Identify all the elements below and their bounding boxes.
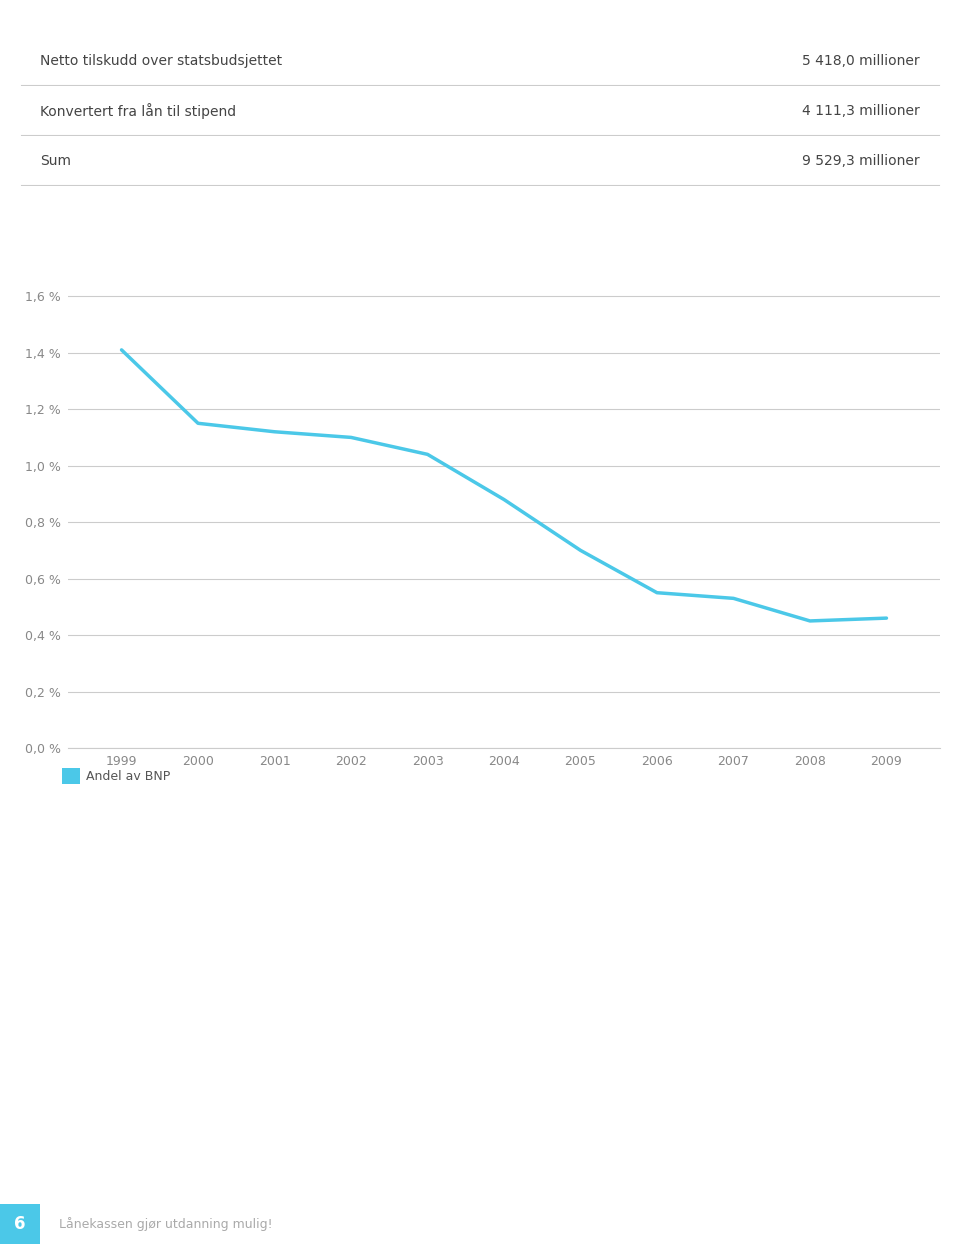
Text: Lånekassen gjør utdanning mulig!: Lånekassen gjør utdanning mulig! (60, 1217, 273, 1232)
Text: 9 529,3 millioner: 9 529,3 millioner (802, 154, 920, 168)
Text: SAMLET KOSTNAD: SAMLET KOSTNAD (21, 10, 172, 25)
Text: 5 418,0 millioner: 5 418,0 millioner (802, 53, 920, 68)
Text: 6: 6 (14, 1215, 26, 1233)
Text: Netto tilskudd over statsbudsjettet: Netto tilskudd over statsbudsjettet (40, 53, 282, 68)
Text: Utbetalt studiestøtte som andel av BNP: Utbetalt studiestøtte som andel av BNP (21, 238, 296, 251)
Bar (62, 768, 80, 785)
Text: Sum: Sum (40, 154, 71, 168)
Bar (0, 1204, 40, 1244)
Text: Andel av BNP: Andel av BNP (86, 770, 171, 782)
Text: 4 111,3 millioner: 4 111,3 millioner (802, 104, 920, 118)
Text: Konvertert fra lån til stipend: Konvertert fra lån til stipend (40, 103, 236, 119)
Text: STØTTEBUDSJETTET: STØTTEBUDSJETTET (21, 207, 179, 221)
Text: 2009: 2009 (899, 10, 939, 25)
